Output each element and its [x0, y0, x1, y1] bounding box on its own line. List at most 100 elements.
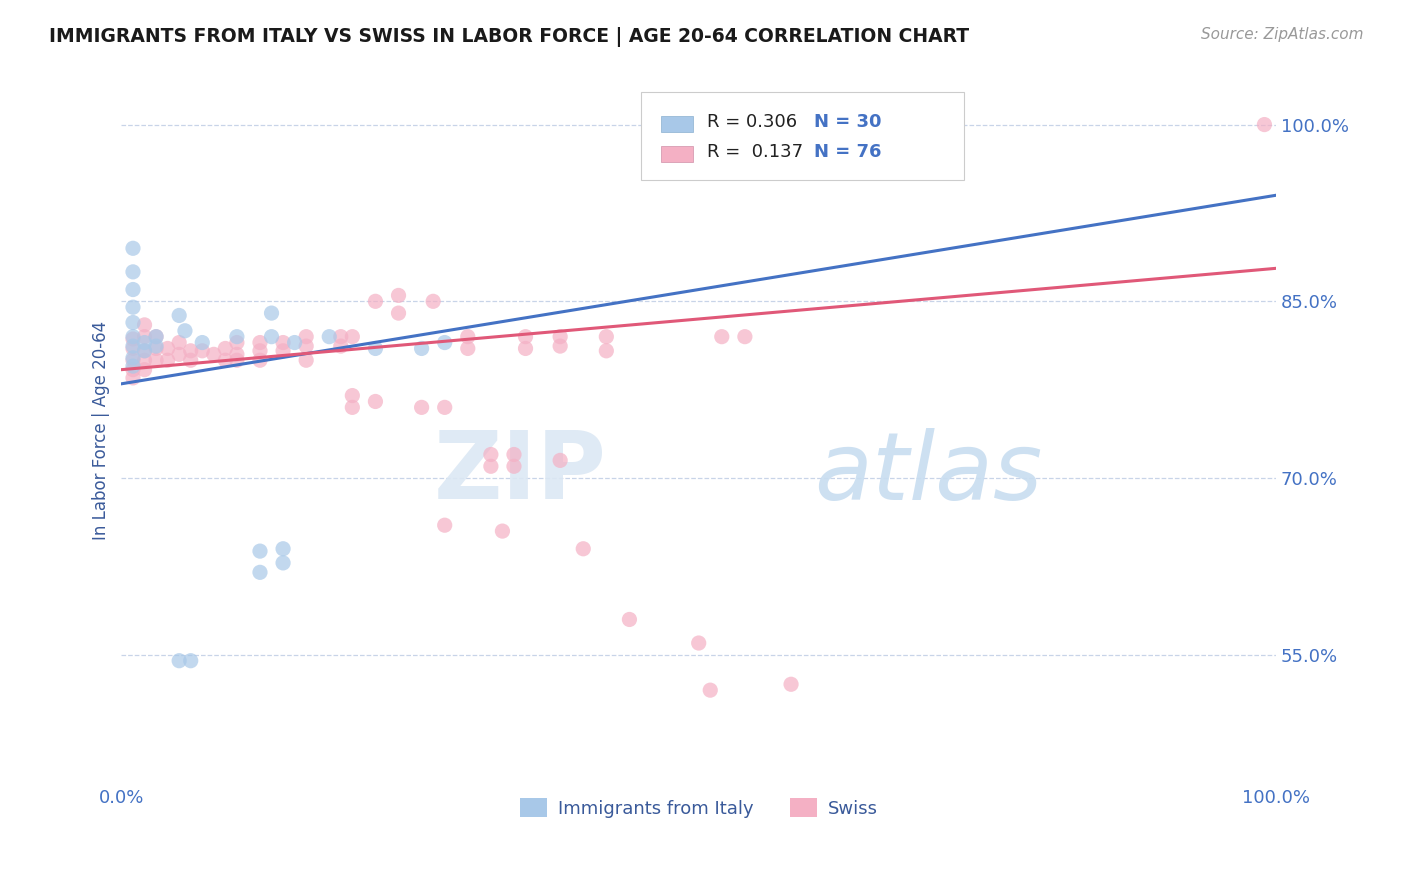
Point: [122, 329, 145, 343]
Point: [122, 371, 145, 385]
Point: [433, 518, 456, 533]
Point: [225, 353, 247, 368]
Point: [122, 359, 145, 373]
Point: [167, 654, 190, 668]
Point: [260, 329, 283, 343]
Text: N = 30: N = 30: [814, 113, 882, 131]
Point: [295, 353, 318, 368]
Point: [214, 353, 236, 368]
Point: [167, 335, 190, 350]
Point: [145, 342, 167, 356]
Point: [122, 241, 145, 255]
Point: [225, 335, 247, 350]
Point: [122, 351, 145, 365]
Point: [145, 329, 167, 343]
Point: [202, 347, 225, 361]
Point: [433, 335, 456, 350]
Y-axis label: In Labor Force | Age 20-64: In Labor Force | Age 20-64: [93, 321, 110, 541]
Point: [249, 343, 271, 358]
Point: [387, 288, 409, 302]
Text: IMMIGRANTS FROM ITALY VS SWISS IN LABOR FORCE | AGE 20-64 CORRELATION CHART: IMMIGRANTS FROM ITALY VS SWISS IN LABOR …: [49, 27, 969, 46]
Point: [595, 329, 617, 343]
Point: [214, 342, 236, 356]
Point: [145, 339, 167, 353]
Point: [156, 342, 179, 356]
Point: [503, 448, 526, 462]
Point: [515, 329, 537, 343]
Text: Source: ZipAtlas.com: Source: ZipAtlas.com: [1201, 27, 1364, 42]
Point: [364, 294, 387, 309]
Point: [572, 541, 595, 556]
FancyBboxPatch shape: [641, 92, 965, 180]
Point: [433, 401, 456, 415]
Point: [688, 636, 710, 650]
Point: [329, 329, 352, 343]
Point: [180, 353, 202, 368]
Point: [122, 362, 145, 376]
Point: [191, 343, 214, 358]
Point: [122, 265, 145, 279]
Point: [180, 343, 202, 358]
Point: [548, 339, 571, 353]
FancyBboxPatch shape: [661, 116, 693, 132]
Point: [364, 394, 387, 409]
Point: [174, 324, 197, 338]
Point: [156, 353, 179, 368]
Point: [295, 339, 318, 353]
Point: [271, 556, 294, 570]
Point: [271, 343, 294, 358]
Point: [780, 677, 803, 691]
Text: R =  0.137: R = 0.137: [707, 143, 803, 161]
Legend: Immigrants from Italy, Swiss: Immigrants from Italy, Swiss: [513, 791, 884, 825]
Point: [710, 329, 733, 343]
Point: [619, 612, 641, 626]
Point: [167, 347, 190, 361]
Point: [134, 362, 156, 376]
Point: [503, 459, 526, 474]
Point: [1253, 118, 1275, 132]
FancyBboxPatch shape: [661, 145, 693, 161]
Point: [225, 347, 247, 361]
Point: [134, 343, 156, 358]
Point: [122, 300, 145, 314]
Point: [122, 283, 145, 297]
Point: [134, 335, 156, 350]
Point: [249, 335, 271, 350]
Point: [271, 335, 294, 350]
Point: [699, 683, 721, 698]
Point: [191, 335, 214, 350]
Point: [734, 329, 756, 343]
Point: [342, 329, 364, 343]
Point: [318, 329, 340, 343]
Point: [342, 388, 364, 402]
Point: [295, 329, 318, 343]
Point: [134, 353, 156, 368]
Point: [134, 343, 156, 358]
Text: ZIP: ZIP: [433, 427, 606, 519]
Point: [145, 353, 167, 368]
Point: [457, 329, 479, 343]
Point: [329, 339, 352, 353]
Point: [249, 566, 271, 580]
Point: [225, 329, 247, 343]
Point: [364, 342, 387, 356]
Point: [249, 544, 271, 558]
Point: [271, 541, 294, 556]
Text: N = 76: N = 76: [814, 143, 882, 161]
Point: [167, 309, 190, 323]
Text: R = 0.306: R = 0.306: [707, 113, 797, 131]
Point: [411, 342, 433, 356]
Point: [515, 342, 537, 356]
Point: [260, 306, 283, 320]
Point: [122, 339, 145, 353]
Point: [122, 316, 145, 330]
Point: [122, 332, 145, 346]
Point: [457, 342, 479, 356]
Point: [180, 654, 202, 668]
Point: [479, 448, 502, 462]
Point: [122, 342, 145, 356]
Point: [422, 294, 444, 309]
Point: [387, 306, 409, 320]
Text: atlas: atlas: [814, 428, 1042, 519]
Point: [411, 401, 433, 415]
